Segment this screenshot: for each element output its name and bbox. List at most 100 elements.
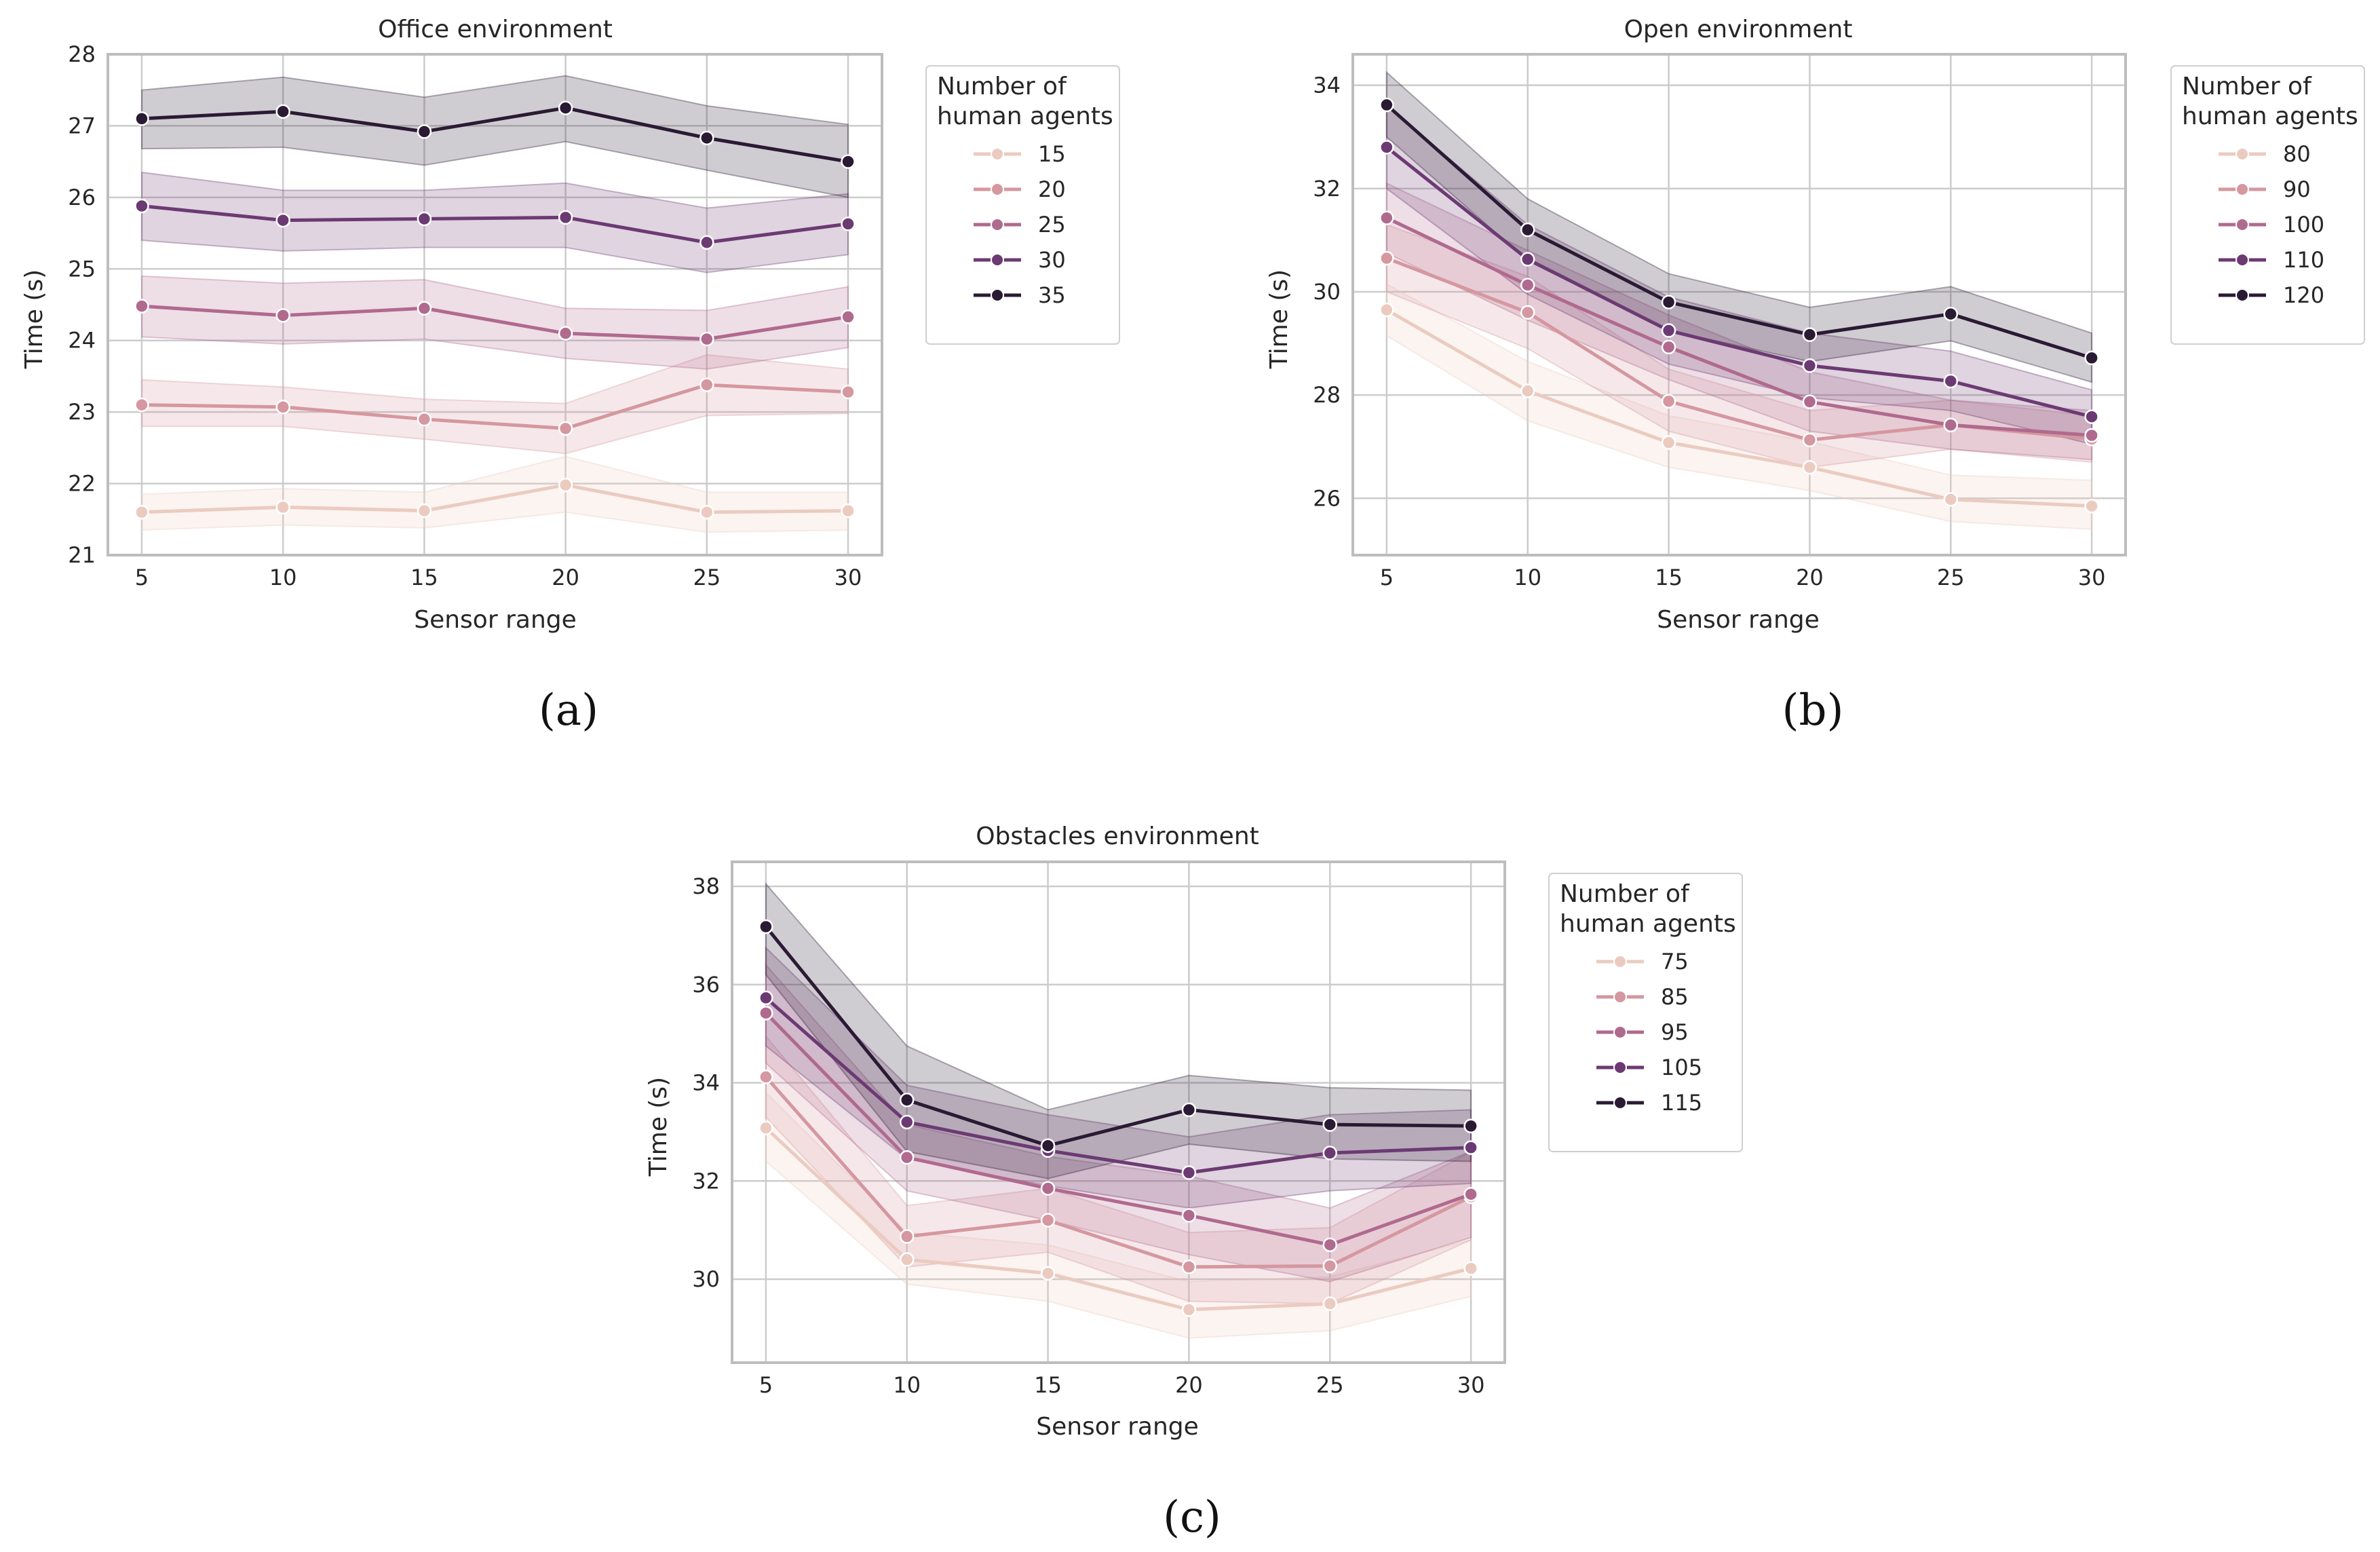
panel-b-xlabel: Sensor range	[1657, 606, 1820, 634]
y-tick-label: 28	[68, 41, 96, 67]
y-tick-label: 28	[1313, 382, 1341, 408]
data-point-115	[1463, 1118, 1478, 1134]
data-point-95	[1040, 1181, 1056, 1196]
series-line-105	[765, 996, 1472, 1175]
x-tick-label: 10	[269, 565, 297, 590]
x-tick-label: 15	[410, 565, 438, 590]
data-point-25	[417, 301, 432, 316]
legend-label-20: 20	[1038, 176, 1066, 202]
ci-band-25	[140, 275, 849, 370]
panel-a-xlabel: Sensor range	[414, 606, 577, 634]
data-point-85	[1322, 1258, 1338, 1274]
legend-marker-120	[2235, 288, 2249, 302]
x-tick-label: 30	[1457, 1372, 1485, 1398]
data-point-35	[275, 104, 290, 119]
series-line-20	[141, 383, 849, 430]
data-point-30	[275, 212, 290, 228]
data-point-30	[841, 216, 856, 231]
panel-b: Open environment 5 10 15 20 25 30 26 28 30 32 34 S…	[1265, 16, 2365, 736]
legend-label-30: 30	[1038, 247, 1066, 273]
y-tick-label: 34	[692, 1070, 720, 1096]
data-point-100	[1661, 339, 1676, 355]
data-point-15	[275, 499, 290, 515]
data-point-75	[1040, 1266, 1056, 1281]
legend-marker-115	[1613, 1096, 1627, 1110]
data-point-105	[759, 990, 773, 1006]
data-point-35	[699, 130, 714, 146]
legend-label-75: 75	[1661, 949, 1689, 974]
data-point-120	[1661, 295, 1676, 309]
data-point-120	[1520, 222, 1535, 238]
data-point-25	[275, 308, 290, 323]
panel-b-label: (b)	[1782, 685, 1844, 736]
x-tick-label: 25	[693, 565, 721, 590]
data-point-120	[2084, 350, 2099, 366]
x-tick-label: 20	[1796, 565, 1824, 590]
ci-band-80	[1385, 282, 2093, 531]
ci-band-90	[1385, 223, 2093, 468]
data-point-120	[1802, 327, 1818, 342]
data-point-85	[1181, 1260, 1197, 1274]
legend-marker-85	[1613, 990, 1627, 1004]
data-point-20	[558, 421, 573, 436]
y-tick-label: 34	[1313, 73, 1341, 98]
data-point-30	[417, 211, 432, 227]
data-point-20	[841, 384, 856, 400]
data-point-90	[1520, 305, 1535, 320]
y-tick-label: 23	[68, 399, 96, 425]
legend-marker-25	[991, 218, 1004, 231]
series-line-35	[141, 106, 849, 164]
series-line-115	[764, 925, 1472, 1148]
data-point-35	[841, 154, 856, 169]
legend-marker-35	[991, 288, 1004, 302]
legend-frame	[2170, 65, 2365, 345]
ci-band-120	[1385, 71, 2093, 383]
y-tick-label: 24	[68, 328, 96, 354]
x-tick-label: 5	[135, 565, 149, 590]
legend-label-35: 35	[1038, 282, 1066, 308]
data-point-80	[1943, 492, 1959, 507]
legend-label-115: 115	[1661, 1090, 1702, 1116]
y-tick-label: 32	[692, 1168, 720, 1194]
data-point-95	[899, 1150, 915, 1165]
legend-label-120: 120	[2283, 282, 2324, 308]
panel-c-plot-area: 5 10 15 20 25 30 30 32 34 36 38	[692, 860, 1506, 1398]
series-line-100	[1385, 216, 2092, 437]
legend-label-110: 110	[2283, 247, 2324, 273]
legend-title-line2: human agents	[937, 102, 1113, 130]
panel-a-title: Office environment	[378, 16, 613, 43]
legend-marker-80	[2235, 147, 2249, 161]
y-tick-label: 30	[692, 1266, 720, 1292]
legend-label-105: 105	[1661, 1055, 1702, 1080]
y-tick-label: 36	[692, 972, 720, 998]
data-point-115	[759, 919, 773, 934]
legend-label-90: 90	[2283, 176, 2311, 202]
data-point-115	[1040, 1138, 1056, 1153]
data-point-115	[899, 1093, 915, 1108]
data-point-100	[2084, 428, 2099, 443]
data-point-80	[1520, 383, 1535, 398]
data-point-95	[759, 1006, 773, 1021]
data-point-80	[1661, 435, 1676, 450]
data-point-85	[1040, 1213, 1056, 1228]
legend-title-line2: human agents	[2182, 102, 2358, 130]
data-point-105	[899, 1114, 915, 1130]
ci-band-15	[140, 455, 849, 533]
data-point-80	[1802, 459, 1818, 475]
legend-frame	[1548, 873, 1743, 1152]
x-tick-label: 25	[1937, 565, 1965, 590]
legend-marker-20	[991, 183, 1004, 196]
x-tick-label: 20	[552, 565, 579, 590]
data-point-75	[759, 1120, 773, 1135]
ci-band-35	[140, 75, 849, 199]
data-point-90	[1379, 250, 1394, 266]
data-point-110	[2084, 409, 2099, 424]
x-tick-label: 30	[834, 565, 862, 590]
series-line-15	[141, 483, 849, 514]
y-tick-label: 27	[68, 113, 96, 138]
data-point-15	[417, 503, 432, 518]
legend-label-25: 25	[1038, 212, 1066, 238]
